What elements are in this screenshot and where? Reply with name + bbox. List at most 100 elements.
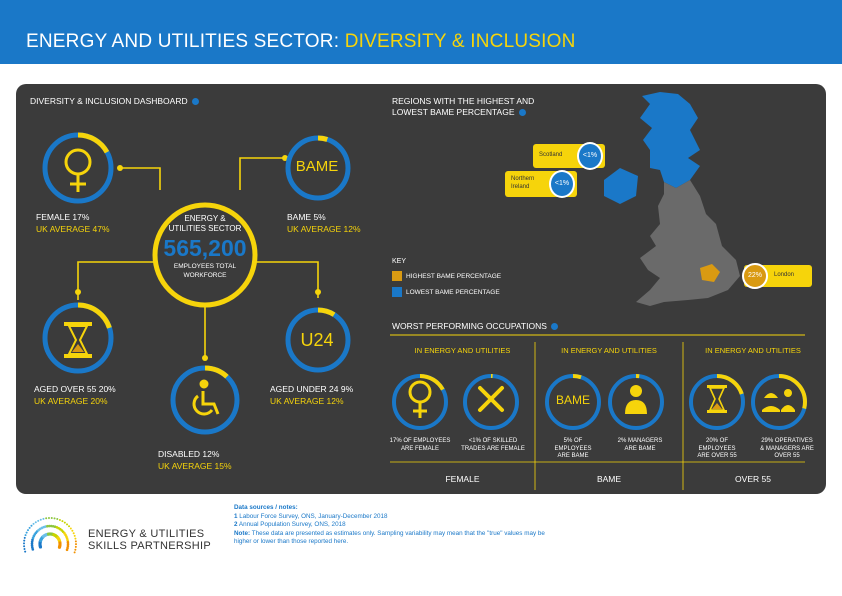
logo-dot xyxy=(65,548,69,552)
logo-dot xyxy=(56,518,59,521)
over55-avg: UK AVERAGE 20% xyxy=(34,396,108,406)
logo-dot xyxy=(71,529,74,532)
logo-dot xyxy=(49,524,53,528)
occ-managers-ring-fill xyxy=(608,374,664,430)
logo-line2: SKILLS PARTNERSHIP xyxy=(88,540,211,552)
key-high-swatch xyxy=(392,271,402,281)
key-low-label: LOWEST BAME PERCENTAGE xyxy=(406,289,500,296)
scotland-callout: Scotland <1% xyxy=(533,142,605,170)
regions-title-line2: LOWEST BAME PERCENTAGE xyxy=(392,107,515,117)
group-female-header: IN ENERGY AND UTILITIES xyxy=(414,346,511,355)
connector-dot xyxy=(202,355,208,361)
key-title: KEY xyxy=(392,258,407,265)
info-icon[interactable] xyxy=(518,109,526,117)
logo-dot xyxy=(57,545,62,549)
caption-managers-bame: 2% MANAGERS ARE BAME xyxy=(617,438,663,452)
logo-dot xyxy=(30,524,33,527)
northern-ireland-region xyxy=(604,168,638,204)
logo-dot xyxy=(72,532,75,535)
scotland-value: <1% xyxy=(577,142,603,170)
disabled-ring-track xyxy=(170,365,240,435)
ni-value: <1% xyxy=(549,170,575,198)
logo-dot xyxy=(63,521,66,524)
hourglass-icon-small xyxy=(707,385,727,413)
occ-managers-ring-track xyxy=(608,374,664,430)
page-title: ENERGY AND UTILITIES SECTOR: DIVERSITY &… xyxy=(26,31,576,53)
logo-dot xyxy=(31,546,34,549)
logo-dot xyxy=(68,525,71,528)
scotland-name: Scotland xyxy=(539,152,563,158)
logo-dot xyxy=(47,524,51,528)
notes-title: Data sources / notes: xyxy=(234,504,298,511)
ni-callout: Northern Ireland <1% xyxy=(505,170,577,198)
caption-over55-employees: 20% OF EMPLOYEES ARE OVER 55 xyxy=(697,438,737,459)
center-line3: EMPLOYEES TOTAL xyxy=(173,263,237,270)
tools-icon xyxy=(478,386,504,412)
female-ring-fill xyxy=(42,132,114,204)
logo-dot xyxy=(74,540,77,543)
logo-text: ENERGY & UTILITIES SKILLS PARTNERSHIP xyxy=(88,528,211,552)
female-label: FEMALE 17% xyxy=(36,212,90,222)
under24-avg: UK AVERAGE 12% xyxy=(270,396,344,406)
disabled-ring-fill xyxy=(170,365,240,435)
logo-dot xyxy=(50,517,53,520)
london-callout: 22% London xyxy=(742,263,812,289)
connector-dot xyxy=(282,155,288,161)
female-icon xyxy=(64,148,92,192)
logo-dot xyxy=(37,519,40,522)
info-icon[interactable] xyxy=(191,98,199,106)
workforce-total: 565,200 xyxy=(163,235,247,261)
regions-title: REGIONS WITH THE HIGHEST AND LOWEST BAME… xyxy=(392,96,534,118)
note-3: These data are presented as estimates on… xyxy=(234,529,545,546)
logo-sunburst-icon xyxy=(23,517,77,554)
logo-dot xyxy=(23,536,26,539)
bame-ring-fill xyxy=(285,135,351,201)
bame-avg: UK AVERAGE 12% xyxy=(287,224,361,234)
london-value: 22% xyxy=(742,263,768,289)
logo-dot xyxy=(66,523,69,526)
occupations-title: WORST PERFORMING OCCUPATIONS xyxy=(392,321,558,332)
connector-dot xyxy=(75,289,81,295)
group-female-footer: FEMALE xyxy=(445,474,480,484)
logo-dot xyxy=(58,518,61,521)
header-bar: ENERGY AND UTILITIES SECTOR: DIVERSITY &… xyxy=(0,0,842,64)
caption-operatives: 29% OPERATIVES & MANAGERS ARE OVER 55 xyxy=(760,438,814,459)
logo-dot xyxy=(23,545,26,548)
title-main: ENERGY AND UTILITIES SECTOR: xyxy=(26,31,340,52)
scotland-region xyxy=(640,92,700,188)
logo-dot xyxy=(66,544,70,548)
operatives-icon xyxy=(762,389,795,412)
occ-bame-ring-fill xyxy=(545,374,601,430)
female-avg: UK AVERAGE 47% xyxy=(36,224,110,234)
logo-dot xyxy=(30,544,34,547)
occ-over55-ring-fill xyxy=(689,374,745,430)
wheelchair-icon xyxy=(192,379,220,416)
logo-dot xyxy=(24,534,27,537)
note-1: Labour Force Survey, ONS, January-Decemb… xyxy=(239,512,388,520)
under24-ring-fill xyxy=(285,307,351,373)
connector-dot xyxy=(315,289,321,295)
caption-female-employees: 17% OF EMPLOYEES ARE FEMALE xyxy=(389,438,451,452)
logo-dot xyxy=(61,520,64,523)
bame-label: BAME 5% xyxy=(287,212,326,222)
over55-ring-fill xyxy=(42,302,114,374)
hourglass-icon xyxy=(64,322,92,358)
logo-dot xyxy=(53,517,56,520)
london-region xyxy=(700,264,720,282)
center-line4: WORKFORCE xyxy=(183,272,227,279)
logo-dot xyxy=(39,518,42,521)
occ-skilled-ring-fill xyxy=(463,374,519,430)
dashboard-title: DIVERSITY & INCLUSION DASHBOARD xyxy=(30,96,199,107)
disabled-label: DISABLED 12% xyxy=(158,449,220,459)
center-line2: UTILITIES SECTOR xyxy=(168,224,242,233)
center-stat: ENERGY & UTILITIES SECTOR 565,200 EMPLOY… xyxy=(155,214,255,280)
info-icon[interactable] xyxy=(550,323,558,331)
logo-dot xyxy=(23,547,26,550)
bame-icon-small: BAME xyxy=(555,393,590,407)
regions-title-line1: REGIONS WITH THE HIGHEST AND xyxy=(392,96,535,106)
u24-icon: U24 xyxy=(300,330,334,350)
bame-icon: BAME xyxy=(295,158,339,175)
female-icon-small xyxy=(408,380,432,418)
